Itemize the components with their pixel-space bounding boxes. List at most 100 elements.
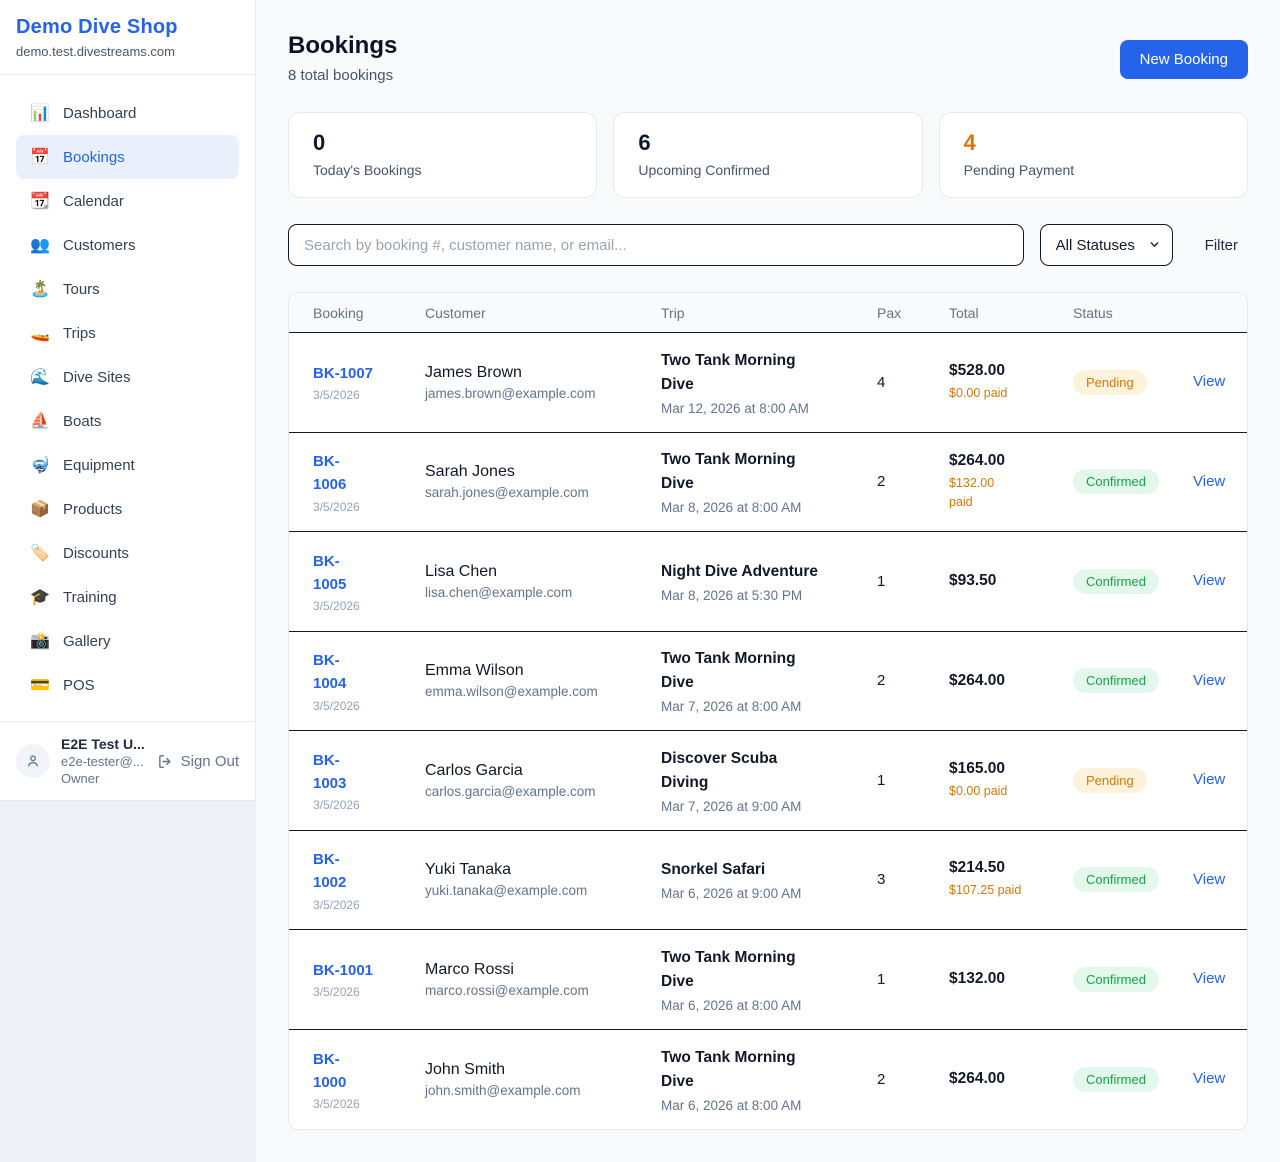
sidebar-item-gallery[interactable]: 📸 Gallery — [16, 619, 239, 663]
column-header-customer: Customer — [425, 304, 486, 321]
total-amount: $264.00 — [949, 671, 1006, 689]
booking-id-link[interactable]: BK-1007 — [313, 365, 374, 383]
trip-cell: Night Dive Adventure Mar 8, 2026 at 5:30… — [661, 560, 877, 603]
customer-email: marco.rossi@example.com — [425, 982, 589, 998]
status-select[interactable]: All Statuses — [1039, 224, 1173, 266]
user-email: e2e-tester@... — [61, 754, 144, 769]
stat-card-pending-payment: 4 Pending Payment — [938, 112, 1248, 198]
trip-cell: Discover Scuba Diving Mar 7, 2026 at 9:0… — [661, 747, 877, 814]
view-link[interactable]: View — [1193, 771, 1226, 789]
booking-id-link[interactable]: BK- 1000 — [313, 1050, 347, 1091]
nav-item-label: Products — [63, 500, 123, 518]
main-content: Bookings 8 total bookings New Booking 0 … — [256, 0, 1280, 1162]
sidebar-item-tours[interactable]: 🏝️ Tours — [16, 267, 239, 311]
user-role: Owner — [61, 771, 100, 786]
customer-cell: Lisa Chen lisa.chen@example.com — [425, 563, 661, 600]
view-link[interactable]: View — [1193, 870, 1226, 888]
page-subtitle: 8 total bookings — [288, 67, 394, 84]
view-link[interactable]: View — [1193, 671, 1226, 689]
booking-id-link[interactable]: BK- 1005 — [313, 552, 347, 593]
customer-name: Carlos Garcia — [425, 761, 523, 779]
sidebar-item-customers[interactable]: 👥 Customers — [16, 223, 239, 267]
table-body: BK-1007 3/5/2026 James Brown james.brown… — [289, 333, 1247, 1129]
status-cell: Confirmed — [1073, 668, 1193, 694]
camera-icon: 📸 — [30, 633, 50, 650]
filter-button[interactable]: Filter — [1204, 236, 1238, 254]
sign-out-icon — [158, 754, 171, 768]
total-cell: $264.00 $132.00 paid — [949, 452, 1073, 512]
trip-datetime: Mar 6, 2026 at 9:00 AM — [661, 886, 802, 902]
people-icon: 👥 — [30, 237, 50, 254]
person-icon — [28, 755, 38, 767]
nav-item-label: Calendar — [63, 192, 124, 210]
table-row: BK- 1005 3/5/2026 Lisa Chen lisa.chen@ex… — [289, 532, 1247, 632]
sidebar-item-products[interactable]: 📦 Products — [16, 487, 239, 531]
customer-cell: James Brown james.brown@example.com — [425, 364, 661, 401]
view-link[interactable]: View — [1193, 373, 1226, 391]
sign-out-button[interactable]: Sign Out — [157, 753, 239, 770]
sidebar-item-discounts[interactable]: 🏷️ Discounts — [16, 531, 239, 575]
booking-id-link[interactable]: BK- 1006 — [313, 453, 347, 494]
customer-cell: Emma Wilson emma.wilson@example.com — [425, 662, 661, 699]
status-badge: Pending — [1073, 369, 1147, 395]
label-tag-icon: 🏷️ — [30, 545, 50, 562]
nav-item-label: Gallery — [63, 632, 111, 650]
booking-date: 3/5/2026 — [313, 1097, 360, 1111]
user-name: E2E Test U... — [61, 736, 145, 752]
action-cell: View — [1193, 871, 1225, 889]
sidebar-item-dive-sites[interactable]: 🌊 Dive Sites — [16, 355, 239, 399]
status-badge: Confirmed — [1073, 668, 1159, 694]
table-row: BK-1001 3/5/2026 Marco Rossi marco.rossi… — [289, 930, 1247, 1030]
column-header-status: Status — [1073, 304, 1113, 321]
search-input[interactable] — [288, 224, 1024, 266]
total-amount: $165.00 — [949, 759, 1006, 777]
nav-item-label: POS — [63, 676, 95, 694]
sidebar-item-calendar[interactable]: 📆 Calendar — [16, 179, 239, 223]
booking-id-link[interactable]: BK- 1003 — [313, 751, 347, 792]
nav-item-label: Trips — [63, 324, 96, 342]
action-cell: View — [1193, 473, 1225, 491]
sidebar-item-equipment[interactable]: 🤿 Equipment — [16, 443, 239, 487]
view-link[interactable]: View — [1193, 1070, 1226, 1088]
booking-cell: BK-1001 3/5/2026 — [313, 959, 425, 999]
booking-id-link[interactable]: BK- 1002 — [313, 851, 347, 892]
booking-cell: BK- 1005 3/5/2026 — [313, 550, 425, 614]
pax-cell: 4 — [877, 373, 886, 391]
table-header-row: Booking Customer Trip Pax Total Status — [289, 293, 1247, 333]
customer-email: yuki.tanaka@example.com — [425, 883, 588, 899]
column-header-pax: Pax — [877, 304, 902, 321]
status-badge: Confirmed — [1073, 867, 1159, 893]
total-cell: $528.00 $0.00 paid — [949, 362, 1073, 403]
total-cell: $132.00 — [949, 970, 1073, 988]
trip-datetime: Mar 6, 2026 at 8:00 AM — [661, 1097, 802, 1113]
new-booking-button[interactable]: New Booking — [1119, 40, 1248, 79]
sidebar-item-bookings[interactable]: 📅 Bookings — [16, 135, 239, 179]
paid-amount: $132.00 paid — [949, 476, 995, 509]
customer-name: Sarah Jones — [425, 463, 515, 481]
sidebar-item-training[interactable]: 🎓 Training — [16, 575, 239, 619]
sidebar-item-boats[interactable]: ⛵ Boats — [16, 399, 239, 443]
credit-card-icon: 💳 — [30, 677, 50, 694]
graduation-cap-icon: 🎓 — [30, 589, 50, 606]
sidebar-item-trips[interactable]: 🚤 Trips — [16, 311, 239, 355]
customer-name: John Smith — [425, 1060, 506, 1078]
stat-label: Today's Bookings — [313, 162, 422, 178]
booking-id-link[interactable]: BK-1001 — [313, 962, 374, 980]
customer-email: james.brown@example.com — [425, 385, 596, 401]
sidebar-item-pos[interactable]: 💳 POS — [16, 663, 239, 707]
view-link[interactable]: View — [1193, 572, 1226, 590]
table-row: BK-1007 3/5/2026 James Brown james.brown… — [289, 333, 1247, 433]
trip-name: Discover Scuba Diving — [661, 749, 778, 791]
trip-name: Two Tank Morning Dive — [661, 351, 796, 393]
status-badge: Confirmed — [1073, 966, 1159, 992]
trip-cell: Two Tank Morning Dive Mar 12, 2026 at 8:… — [661, 349, 877, 416]
booking-id-link[interactable]: BK- 1004 — [313, 652, 347, 693]
sidebar-item-dashboard[interactable]: 📊 Dashboard — [16, 91, 239, 135]
booking-date: 3/5/2026 — [313, 388, 360, 403]
page-header: Bookings 8 total bookings New Booking — [288, 32, 1248, 84]
status-badge: Confirmed — [1073, 469, 1159, 495]
view-link[interactable]: View — [1193, 472, 1226, 490]
view-link[interactable]: View — [1193, 970, 1226, 988]
customer-name: Emma Wilson — [425, 662, 524, 680]
pax-cell: 1 — [877, 771, 886, 789]
